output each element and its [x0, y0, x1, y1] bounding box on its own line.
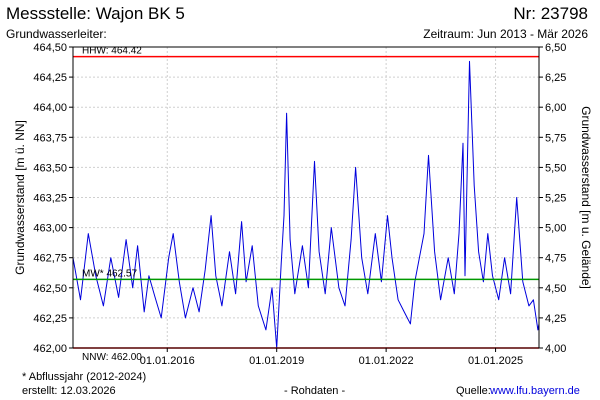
- y-right-tick-label: 4,25: [545, 313, 566, 325]
- x-tick-label: 01.01.2025: [468, 355, 523, 367]
- x-tick-label: 01.01.2016: [140, 355, 195, 367]
- period-label: Zeitraum: Jun 2013 - Mär 2026: [423, 27, 588, 41]
- y-right-axis-label: Grundwasserstand [m u. Gelände]: [579, 106, 593, 289]
- y-right-tick-label: 6,25: [545, 72, 566, 84]
- footnote: * Abflussjahr (2012-2024): [22, 371, 147, 383]
- y-tick-label: 463,25: [33, 193, 67, 205]
- x-tick-label: 01.01.2022: [359, 355, 414, 367]
- y-tick-label: 463,50: [33, 162, 67, 174]
- y-tick-label: 462,50: [33, 283, 67, 295]
- y-axis-label: Grundwasserstand [m ü. NN]: [13, 120, 27, 275]
- y-right-tick-label: 5,00: [545, 223, 566, 235]
- y-right-tick-label: 5,75: [545, 132, 566, 144]
- series-layer: [72, 60, 540, 349]
- x-tick-label: 01.01.2019: [249, 355, 304, 367]
- y-right-tick-label: 5,25: [545, 193, 566, 205]
- y-right-tick-label: 5,50: [545, 162, 566, 174]
- y-right-tick-label: 6,50: [545, 42, 566, 54]
- y-tick-label: 462,00: [33, 343, 67, 355]
- station-title: Messstelle: Wajon BK 5: [6, 4, 185, 23]
- series-line: [72, 60, 540, 349]
- axes: 462,00 462,25 462,50 462,75 463,00 463,25 463,…: [13, 42, 593, 367]
- y-right-tick-label: 4,75: [545, 253, 566, 265]
- station-number: Nr: 23798: [513, 4, 588, 23]
- source-label: Quelle:: [456, 385, 491, 397]
- reference-label: MW* 462.57: [82, 268, 137, 279]
- y-right-tick-label: 4,00: [545, 343, 566, 355]
- y-right-tick-label: 4,50: [545, 283, 566, 295]
- y-right-tick-label: 6,00: [545, 102, 566, 114]
- reference-label: NNW: 462.00: [82, 352, 142, 363]
- reference-label: HHW: 464.42: [82, 46, 142, 57]
- raw-data-note: - Rohdaten -: [284, 385, 346, 397]
- y-tick-label: 464,25: [33, 72, 67, 84]
- created-date: erstellt: 12.03.2026: [22, 385, 116, 397]
- y-tick-label: 463,00: [33, 223, 67, 235]
- aquifer-label: Grundwasserleiter:: [6, 27, 107, 41]
- source-link[interactable]: www.lfu.bayern.de: [490, 385, 580, 397]
- y-tick-label: 462,25: [33, 313, 67, 325]
- y-tick-label: 463,75: [33, 132, 67, 144]
- y-tick-label: 464,50: [33, 42, 67, 54]
- y-tick-label: 464,00: [33, 102, 67, 114]
- y-tick-label: 462,75: [33, 253, 67, 265]
